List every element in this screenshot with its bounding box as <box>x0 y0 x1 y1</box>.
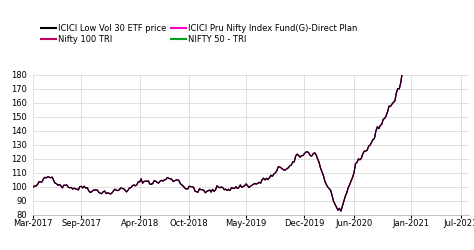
Legend: ICICI Low Vol 30 ETF price, Nifty 100 TRI, ICICI Pru Nifty Index Fund(G)-Direct : ICICI Low Vol 30 ETF price, Nifty 100 TR… <box>37 20 361 48</box>
